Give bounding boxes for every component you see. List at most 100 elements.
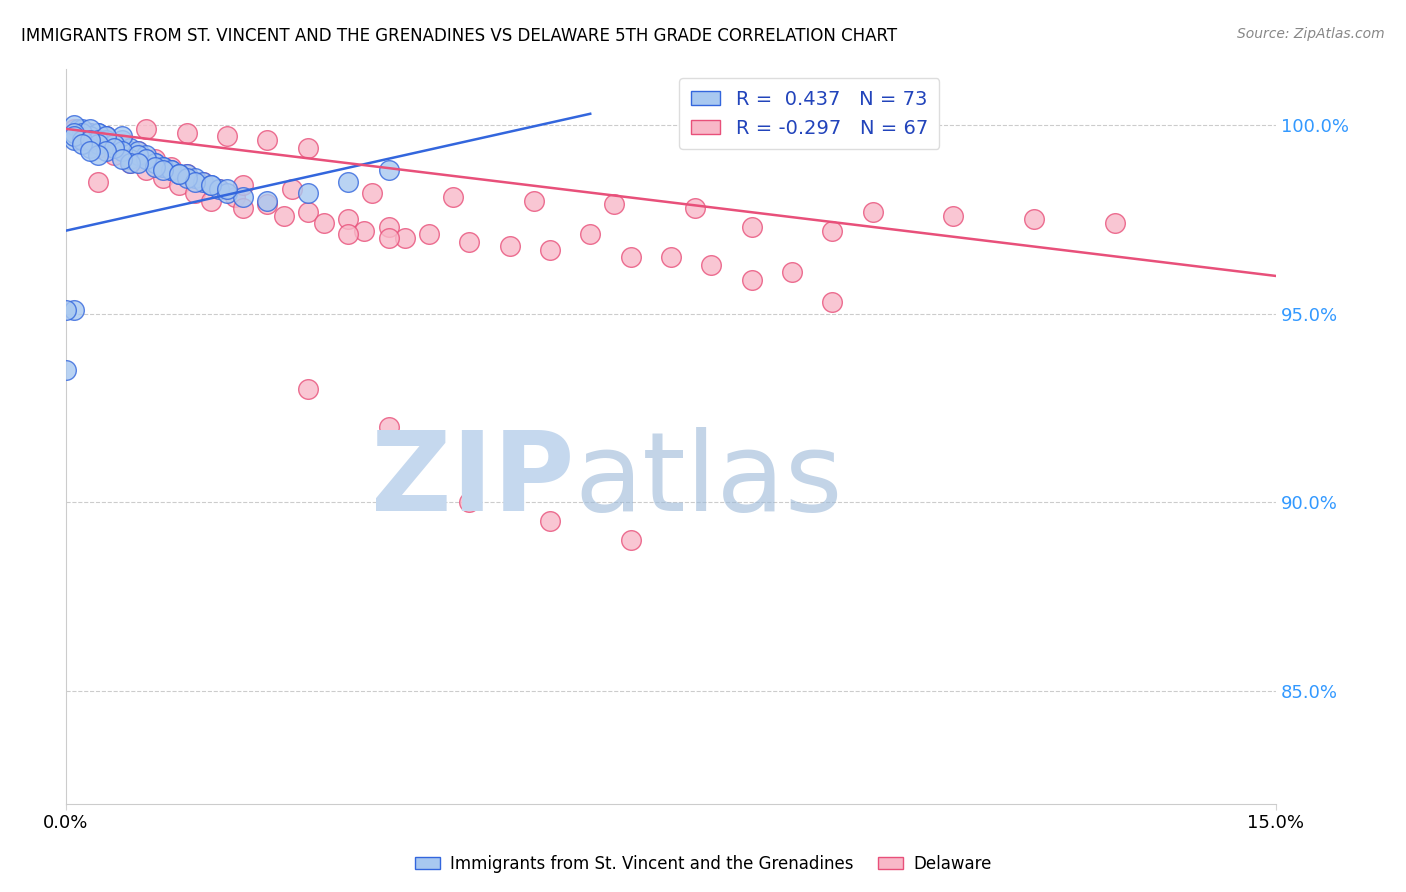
Point <box>79 136 101 151</box>
Point <box>111 133 134 147</box>
Point <box>603 197 626 211</box>
Point <box>87 133 110 147</box>
Point <box>176 126 198 140</box>
Point <box>94 129 117 144</box>
Point <box>232 178 254 193</box>
Point <box>942 209 965 223</box>
Point <box>232 201 254 215</box>
Point <box>127 148 149 162</box>
Point <box>191 175 214 189</box>
Point <box>176 167 198 181</box>
Point <box>256 133 278 147</box>
Point <box>66 121 89 136</box>
Point <box>143 152 166 166</box>
Point <box>862 204 884 219</box>
Point <box>94 133 117 147</box>
Point <box>63 133 86 147</box>
Point <box>176 167 198 181</box>
Point <box>377 420 399 434</box>
Point <box>184 170 207 185</box>
Point <box>184 175 207 189</box>
Point <box>70 136 93 151</box>
Point <box>127 148 149 162</box>
Point <box>821 224 844 238</box>
Point <box>87 126 110 140</box>
Point <box>127 145 149 159</box>
Point <box>135 163 157 178</box>
Point <box>79 133 101 147</box>
Point <box>200 178 222 193</box>
Point <box>135 148 157 162</box>
Point <box>103 141 125 155</box>
Point <box>87 126 110 140</box>
Point <box>55 302 77 317</box>
Point <box>683 201 706 215</box>
Point <box>63 121 86 136</box>
Point <box>143 156 166 170</box>
Point <box>120 145 142 159</box>
Point <box>152 160 174 174</box>
Point <box>741 219 763 234</box>
Point <box>377 163 399 178</box>
Point <box>337 175 360 189</box>
Point <box>337 227 360 242</box>
Point <box>619 250 641 264</box>
Point <box>120 156 142 170</box>
Text: ZIP: ZIP <box>371 427 574 534</box>
Point <box>127 145 149 159</box>
Point <box>523 194 546 208</box>
Point <box>103 141 125 155</box>
Point <box>159 163 181 178</box>
Point <box>280 182 302 196</box>
Point <box>87 175 110 189</box>
Point <box>498 239 520 253</box>
Point <box>94 129 117 144</box>
Point <box>79 126 101 140</box>
Point <box>741 273 763 287</box>
Point <box>87 148 110 162</box>
Point <box>127 156 149 170</box>
Point <box>821 295 844 310</box>
Point <box>152 160 174 174</box>
Point <box>224 190 246 204</box>
Point <box>1104 216 1126 230</box>
Point <box>111 152 134 166</box>
Point <box>103 148 125 162</box>
Point <box>70 133 93 147</box>
Point <box>120 141 142 155</box>
Point <box>79 141 101 155</box>
Point <box>120 156 142 170</box>
Point <box>63 129 86 144</box>
Legend: Immigrants from St. Vincent and the Grenadines, Delaware: Immigrants from St. Vincent and the Gren… <box>408 848 998 880</box>
Point <box>152 163 174 178</box>
Point <box>297 186 319 200</box>
Point <box>152 170 174 185</box>
Point <box>1022 212 1045 227</box>
Point <box>94 129 117 144</box>
Text: Source: ZipAtlas.com: Source: ZipAtlas.com <box>1237 27 1385 41</box>
Text: atlas: atlas <box>574 427 842 534</box>
Point <box>63 118 86 132</box>
Point <box>87 141 110 155</box>
Point <box>135 152 157 166</box>
Point <box>70 126 93 140</box>
Point <box>167 167 190 181</box>
Point <box>538 243 561 257</box>
Point <box>361 186 384 200</box>
Point <box>143 160 166 174</box>
Point <box>458 495 481 509</box>
Legend: R =  0.437   N = 73, R = -0.297   N = 67: R = 0.437 N = 73, R = -0.297 N = 67 <box>679 78 939 149</box>
Point <box>70 133 93 147</box>
Point <box>70 121 93 136</box>
Point <box>394 231 416 245</box>
Point <box>232 190 254 204</box>
Point <box>217 186 239 200</box>
Point <box>79 129 101 144</box>
Point <box>700 258 723 272</box>
Point <box>159 160 181 174</box>
Point <box>103 136 125 151</box>
Point <box>619 533 641 547</box>
Point <box>120 152 142 166</box>
Point <box>103 136 125 151</box>
Point <box>312 216 335 230</box>
